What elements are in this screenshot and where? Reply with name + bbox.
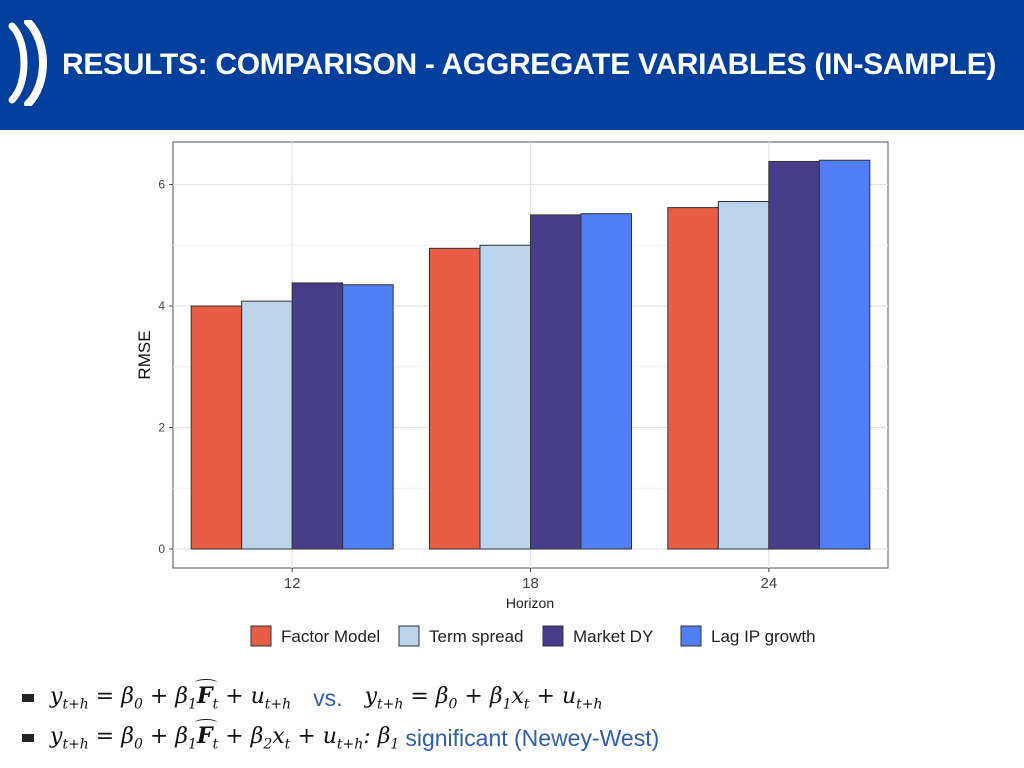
title-bar: RESULTS: COMPARISON - AGGREGATE VARIABLE…: [0, 0, 1024, 130]
bar-market-dy-24: [768, 160, 820, 550]
equation-term: + u: [290, 724, 337, 750]
separator-subscript: 1: [390, 736, 400, 753]
bullet-1: yt+h = β0 + β1Ft + ut+h vs. yt+h = β0 + …: [20, 678, 1010, 718]
bullet-2: yt+h = β0 + β1Ft + β2xt + ut+h : β1 sign…: [20, 718, 1010, 758]
significance-note: significant (Newey-West): [405, 724, 660, 751]
equation-subscript: 0: [133, 696, 143, 713]
legend-label: Market DY: [573, 627, 653, 646]
equation-term: + β: [142, 684, 189, 710]
equation-subscript: t+h: [377, 696, 404, 713]
y-tick-label: 2: [158, 421, 165, 435]
bar-lag-ip-growth-18: [580, 213, 632, 550]
equation-subscript: 2: [263, 736, 273, 753]
equation-term: F: [194, 719, 217, 750]
equation-subscript: t: [212, 736, 219, 753]
equation-subscript: t+h: [576, 696, 603, 713]
equation-term: + u: [218, 684, 265, 710]
equation-subscript: 1: [502, 696, 512, 713]
equation-subscript: t+h: [264, 696, 292, 713]
legend-label: Factor Model: [281, 627, 380, 646]
bar-market-dy-12: [291, 282, 344, 550]
equation-subscript: t+h: [62, 736, 89, 753]
bar-lag-ip-growth-24: [818, 159, 871, 550]
equation-term: = β: [88, 724, 134, 750]
legend-swatch-market-dy: [542, 625, 564, 647]
equation-subscript: 1: [188, 696, 197, 713]
bars-group: [190, 159, 871, 550]
x-axis-label: Horizon: [506, 595, 554, 611]
bar-term-spread-18: [479, 244, 531, 550]
equation-subscript: 1: [188, 736, 197, 753]
equation-term: x: [272, 724, 285, 750]
x-axis: 12 18 24: [284, 568, 777, 592]
legend-swatch-factor-model: [250, 625, 272, 647]
square-bullet-icon: [22, 694, 34, 702]
bar-factor-model-12: [190, 305, 243, 550]
x-tick-label: 12: [284, 575, 301, 592]
y-axis-label: RMSE: [135, 330, 154, 379]
square-bullet-icon: [22, 734, 34, 742]
equation-subscript: 0: [448, 696, 458, 713]
equation-subscript: t+h: [336, 736, 364, 753]
y-tick-label: 6: [158, 178, 165, 192]
x-tick-label: 18: [522, 575, 539, 592]
bar-term-spread-12: [241, 300, 293, 550]
equation-term: = β: [88, 684, 134, 710]
legend-label: Lag IP growth: [711, 627, 816, 646]
bar-term-spread-24: [717, 201, 770, 550]
equation-term: + u: [529, 683, 577, 709]
bar-market-dy-18: [530, 214, 582, 550]
bar-factor-model-24: [667, 207, 719, 550]
equation-term: + β: [457, 683, 503, 709]
equation-subscript: t: [284, 736, 291, 753]
legend-swatch-term-spread: [398, 625, 420, 647]
separator-text: : β: [363, 723, 391, 749]
equation-term: y: [364, 683, 377, 709]
y-tick-label: 4: [158, 299, 165, 313]
equation-term: x: [511, 683, 524, 709]
equation-term: y: [50, 684, 63, 710]
legend: Factor Model Term spread Market DY Lag IP g…: [250, 625, 816, 647]
bar-lag-ip-growth-12: [342, 284, 394, 550]
equation-subscript: 0: [133, 736, 143, 753]
double-bracket-logo-icon: [8, 20, 47, 106]
equation-subscript: t: [523, 696, 530, 713]
equation-single-predictor: yt+h = β0 + β1xt + ut+h: [365, 684, 603, 712]
legend-label: Term spread: [429, 627, 523, 646]
y-axis: 0 2 4 6: [158, 178, 173, 556]
equation-term: y: [50, 724, 63, 750]
vs-label: vs.: [313, 684, 343, 711]
y-tick-label: 0: [158, 542, 165, 556]
bar-factor-model-18: [429, 247, 481, 550]
equation-combined-model: yt+h = β0 + β1Ft + β2xt + ut+h: [50, 719, 364, 753]
slide-title: RESULTS: COMPARISON - AGGREGATE VARIABLE…: [62, 48, 997, 81]
legend-swatch-lag-ip-growth: [680, 625, 702, 647]
equation-subscript: t+h: [62, 696, 89, 713]
equation-term: F: [194, 679, 217, 710]
equation-factor-model: yt+h = β0 + β1Ft + ut+h: [50, 679, 292, 713]
equation-term: = β: [403, 683, 449, 709]
equation-term: + β: [218, 724, 264, 750]
beta-separator: : β1: [363, 724, 399, 752]
equation-term: + β: [142, 724, 189, 750]
x-tick-label: 24: [760, 575, 777, 592]
equation-bullets: yt+h = β0 + β1Ft + ut+h vs. yt+h = β0 + …: [20, 678, 1010, 758]
equation-subscript: t: [212, 696, 219, 713]
